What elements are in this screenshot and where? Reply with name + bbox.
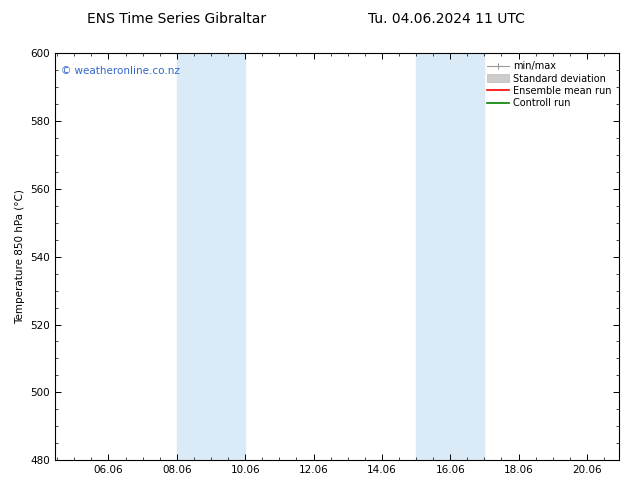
Text: Tu. 04.06.2024 11 UTC: Tu. 04.06.2024 11 UTC xyxy=(368,12,524,26)
Text: © weatheronline.co.nz: © weatheronline.co.nz xyxy=(61,66,179,75)
Y-axis label: Temperature 850 hPa (°C): Temperature 850 hPa (°C) xyxy=(15,189,25,324)
Text: ENS Time Series Gibraltar: ENS Time Series Gibraltar xyxy=(87,12,266,26)
Legend: min/max, Standard deviation, Ensemble mean run, Controll run: min/max, Standard deviation, Ensemble me… xyxy=(484,58,614,111)
Bar xyxy=(177,53,245,460)
Bar xyxy=(416,53,484,460)
